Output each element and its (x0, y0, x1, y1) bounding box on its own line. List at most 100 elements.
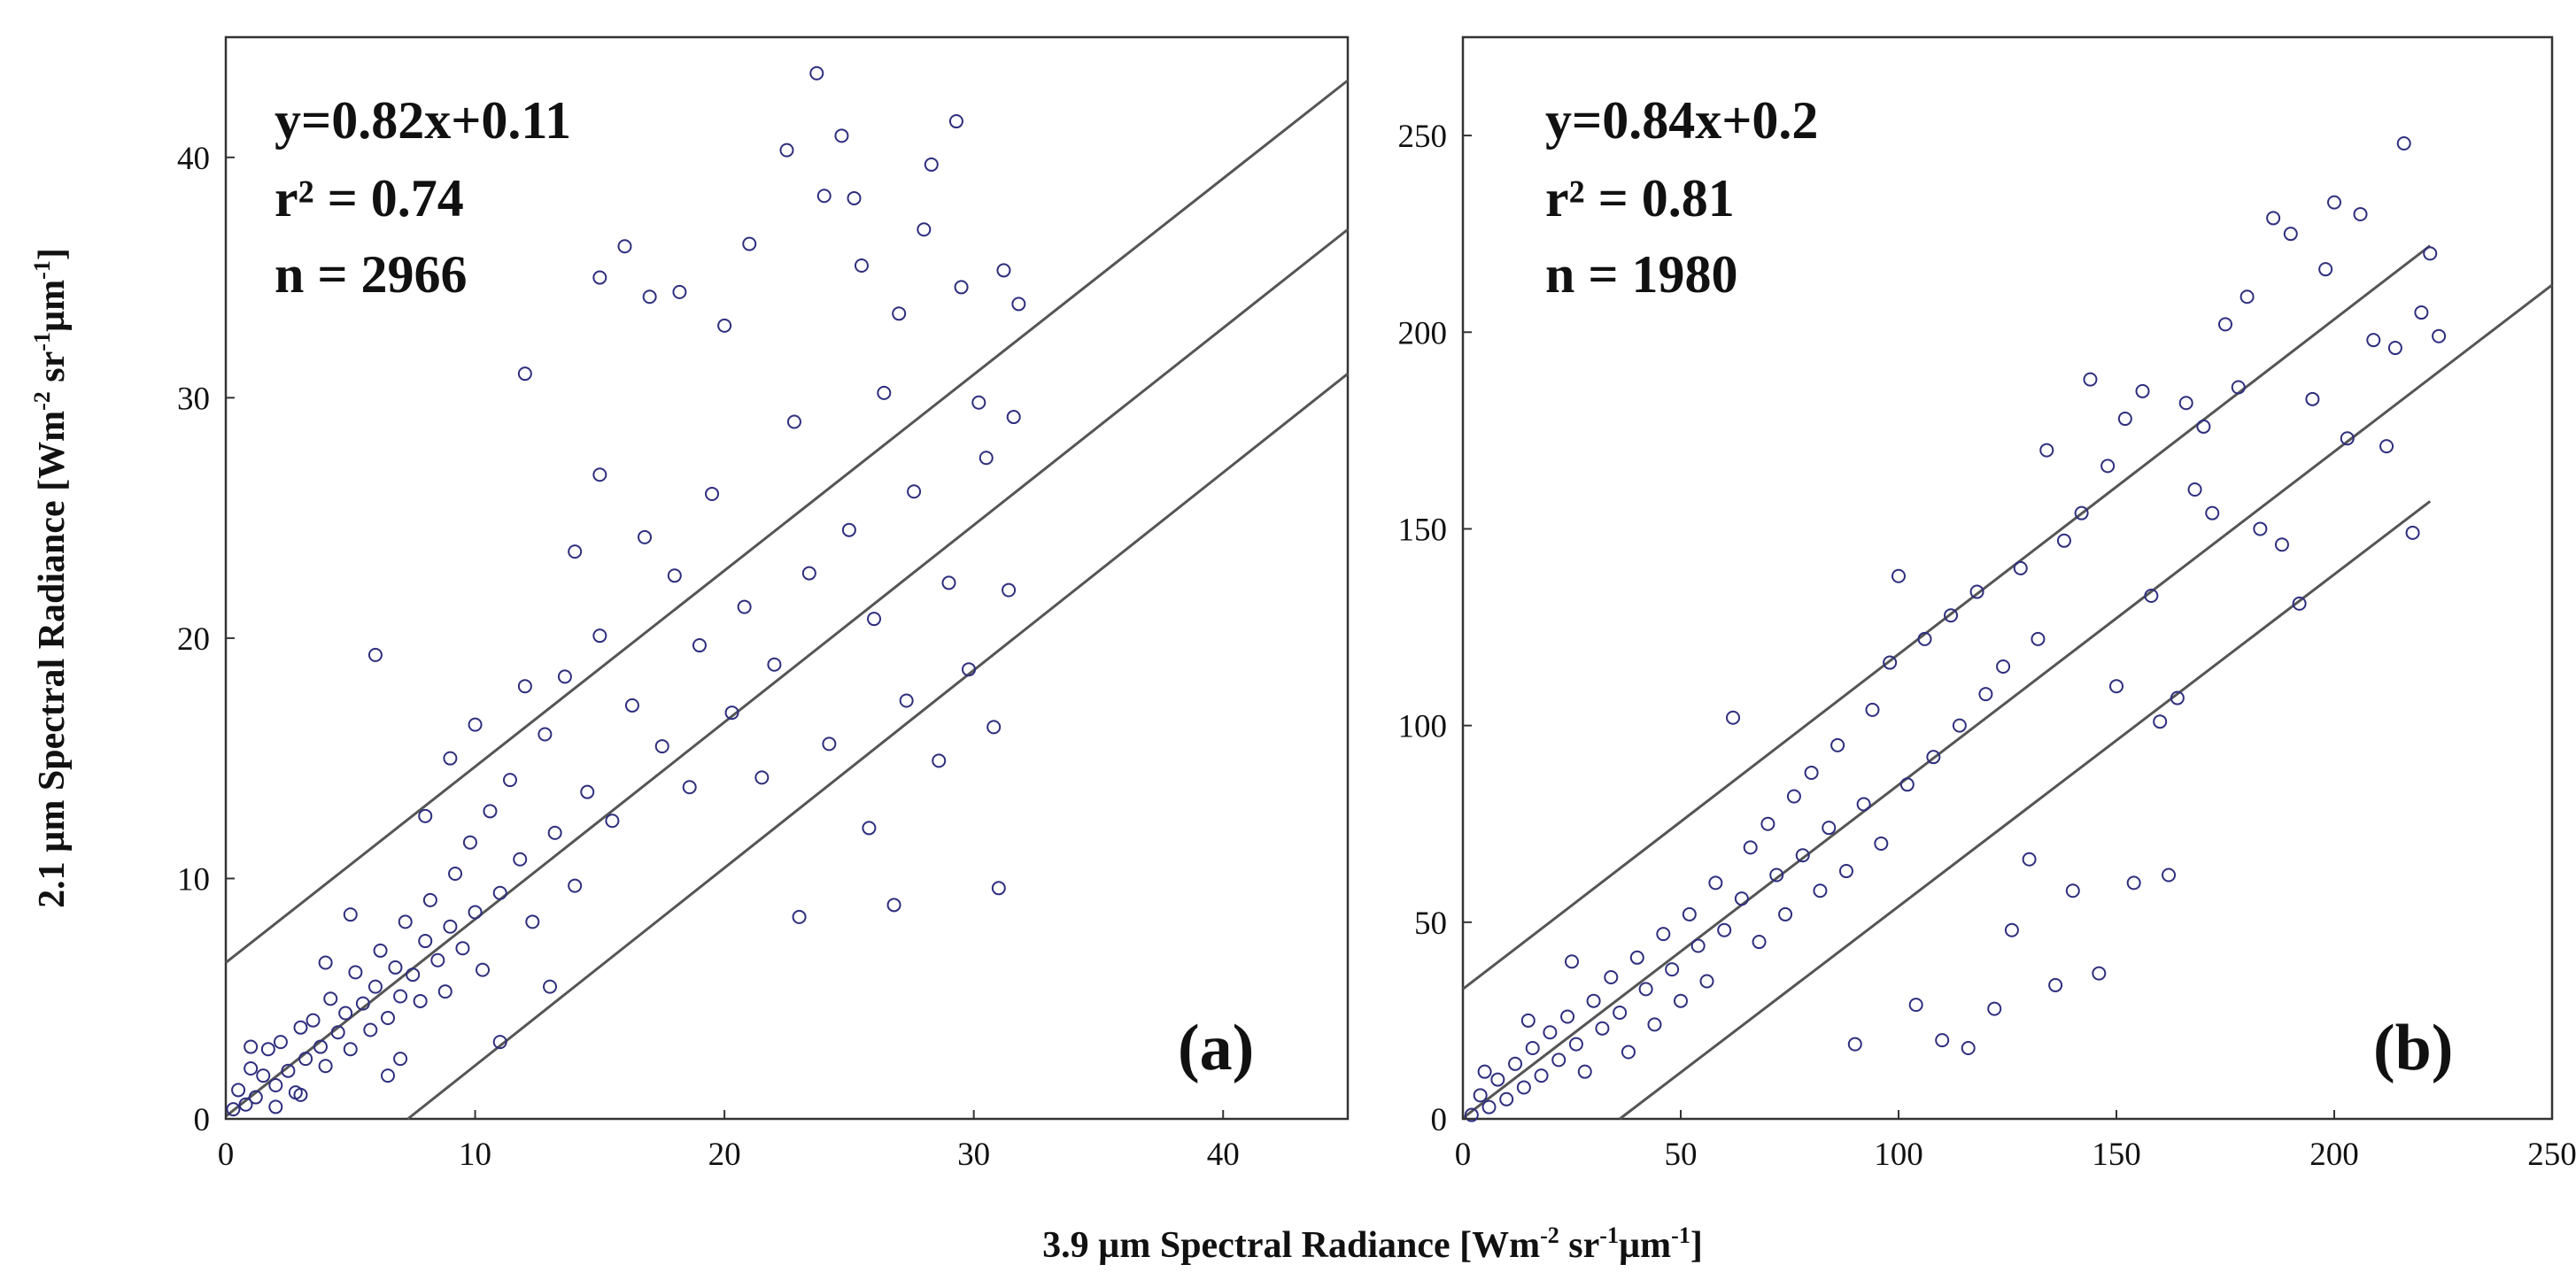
panel-a-point (455, 941, 470, 956)
panel-a-x-tick-label: 30 (957, 1137, 990, 1173)
panel-a-point (1002, 582, 1017, 598)
panel-a-point (692, 638, 707, 653)
panel-a-point (226, 1102, 241, 1117)
panel-b-point (2405, 525, 2420, 540)
panel-b-point (1568, 1037, 1583, 1052)
panel-b-point (1499, 1091, 1514, 1107)
panel-a-point (886, 898, 901, 913)
panel-a-point (318, 955, 333, 970)
panel-b-point (1647, 1017, 1662, 1032)
panel-a-point (1011, 297, 1026, 312)
panel-b-point (1508, 1056, 1523, 1071)
panel-b-point (1604, 970, 1619, 985)
panel-a-point (525, 914, 540, 929)
panel-b-point (1525, 1041, 1540, 1056)
panel-b-point (1516, 1080, 1531, 1095)
panel-a-point (779, 143, 794, 158)
panel-a-point (862, 821, 877, 836)
panel-b-x-tick-label: 250 (2527, 1137, 2576, 1173)
panel-a-point (355, 996, 370, 1011)
panel-b-point (1682, 906, 1697, 921)
panel-b-point (1786, 789, 1801, 804)
panel-a-y-tick-label: 40 (177, 141, 210, 177)
panel-b-point (2274, 537, 2289, 552)
panel-b-point (2292, 596, 2307, 611)
y-axis-label-sup3: -1 (29, 260, 55, 280)
panel-a-point (313, 1039, 328, 1054)
panel-a-y-tick-label: 20 (177, 621, 210, 658)
panel-a-point (388, 960, 403, 975)
panel-a-point (792, 909, 807, 924)
panel-b-point (1769, 867, 1784, 883)
panel-a-point (476, 962, 491, 977)
panel-b-point (2135, 383, 2150, 398)
panel-a-point (468, 905, 483, 920)
panel-b-point (1674, 993, 1688, 1008)
panel-b-point (1935, 1033, 1950, 1048)
panel-b-point (1830, 737, 1845, 752)
panel-b-point (2414, 305, 2429, 320)
panel-b-r2: r² = 0.81 (1545, 169, 1735, 227)
panel-a-point (418, 934, 433, 949)
panel-a-point (605, 813, 620, 829)
panel-a-point (877, 385, 892, 400)
panel-a-point (538, 727, 553, 742)
panel-b-point (1464, 1107, 1479, 1122)
panel-a-y-tick-label: 0 (194, 1102, 211, 1138)
x-axis-label-mid2: µm (1619, 1225, 1671, 1266)
panel-b-point (2187, 482, 2202, 497)
panel-b-point (2100, 459, 2116, 474)
panel-b-point (1699, 974, 1714, 989)
panel-b-point (1586, 993, 1601, 1008)
panel-a-x-tick-label: 40 (1207, 1137, 1240, 1173)
panel-b-point (1743, 840, 1758, 855)
panel-a-point (979, 451, 994, 466)
panel-a-equation: y=0.82x+0.11 (275, 91, 571, 150)
panel-a-point (592, 270, 607, 285)
panel-b-lines (1462, 244, 2553, 1121)
panel-a-point (592, 467, 607, 482)
panel-b-point (1804, 765, 1819, 780)
panel-b-point (2366, 333, 2381, 348)
panel-a-lines (225, 79, 1349, 1121)
panel-b-point (1778, 906, 1793, 921)
panel-b-point (2266, 211, 2281, 226)
panel-b-point (2353, 206, 2368, 221)
panel-b-point (2056, 533, 2071, 548)
panel-b-point (2432, 328, 2447, 343)
panel-a-point (281, 1063, 296, 1078)
panel-a-point (367, 647, 383, 662)
panel-b-point (2387, 341, 2402, 356)
panel-a-point (418, 808, 433, 823)
panel-b-point (1908, 998, 1923, 1013)
panel-b-y-ticks: 0 50 100 150 200 250 (1398, 119, 1472, 1138)
panel-b-point (1978, 687, 1993, 702)
panel-b-point (1477, 1064, 1492, 1079)
panel-a-point (363, 1022, 378, 1037)
panel-b-y-tick-label: 0 (1431, 1102, 1448, 1138)
panel-a-point (343, 1042, 358, 1057)
panel-b-point (1565, 954, 1579, 969)
panel-a-point (492, 1035, 507, 1050)
panel-a-point (468, 717, 483, 732)
panel-b-point (1752, 935, 1767, 950)
panel-b-point (1838, 864, 1853, 879)
panel-b-point (1822, 821, 1837, 836)
panel-b-line-3 (1619, 500, 2432, 1121)
panel-a-point (954, 280, 969, 295)
panel-b-point (1969, 584, 1984, 599)
panel-b-point (2340, 431, 2355, 446)
panel-b-point (1891, 568, 1906, 583)
panel-b-point (1551, 1053, 1566, 1068)
panel-b-x-tick-label: 50 (1665, 1137, 1698, 1173)
panel-b-point (2126, 875, 2141, 891)
panel-a-point (338, 1006, 353, 1021)
panel-b-point (1996, 659, 2011, 674)
panel-b-point (1944, 608, 1959, 623)
panel-b-point (2144, 588, 2159, 603)
panel-a-point (323, 991, 338, 1006)
panel-b-label: (b) (2373, 1012, 2453, 1084)
panel-a-point (834, 128, 849, 143)
panel-b-point (2327, 195, 2341, 210)
